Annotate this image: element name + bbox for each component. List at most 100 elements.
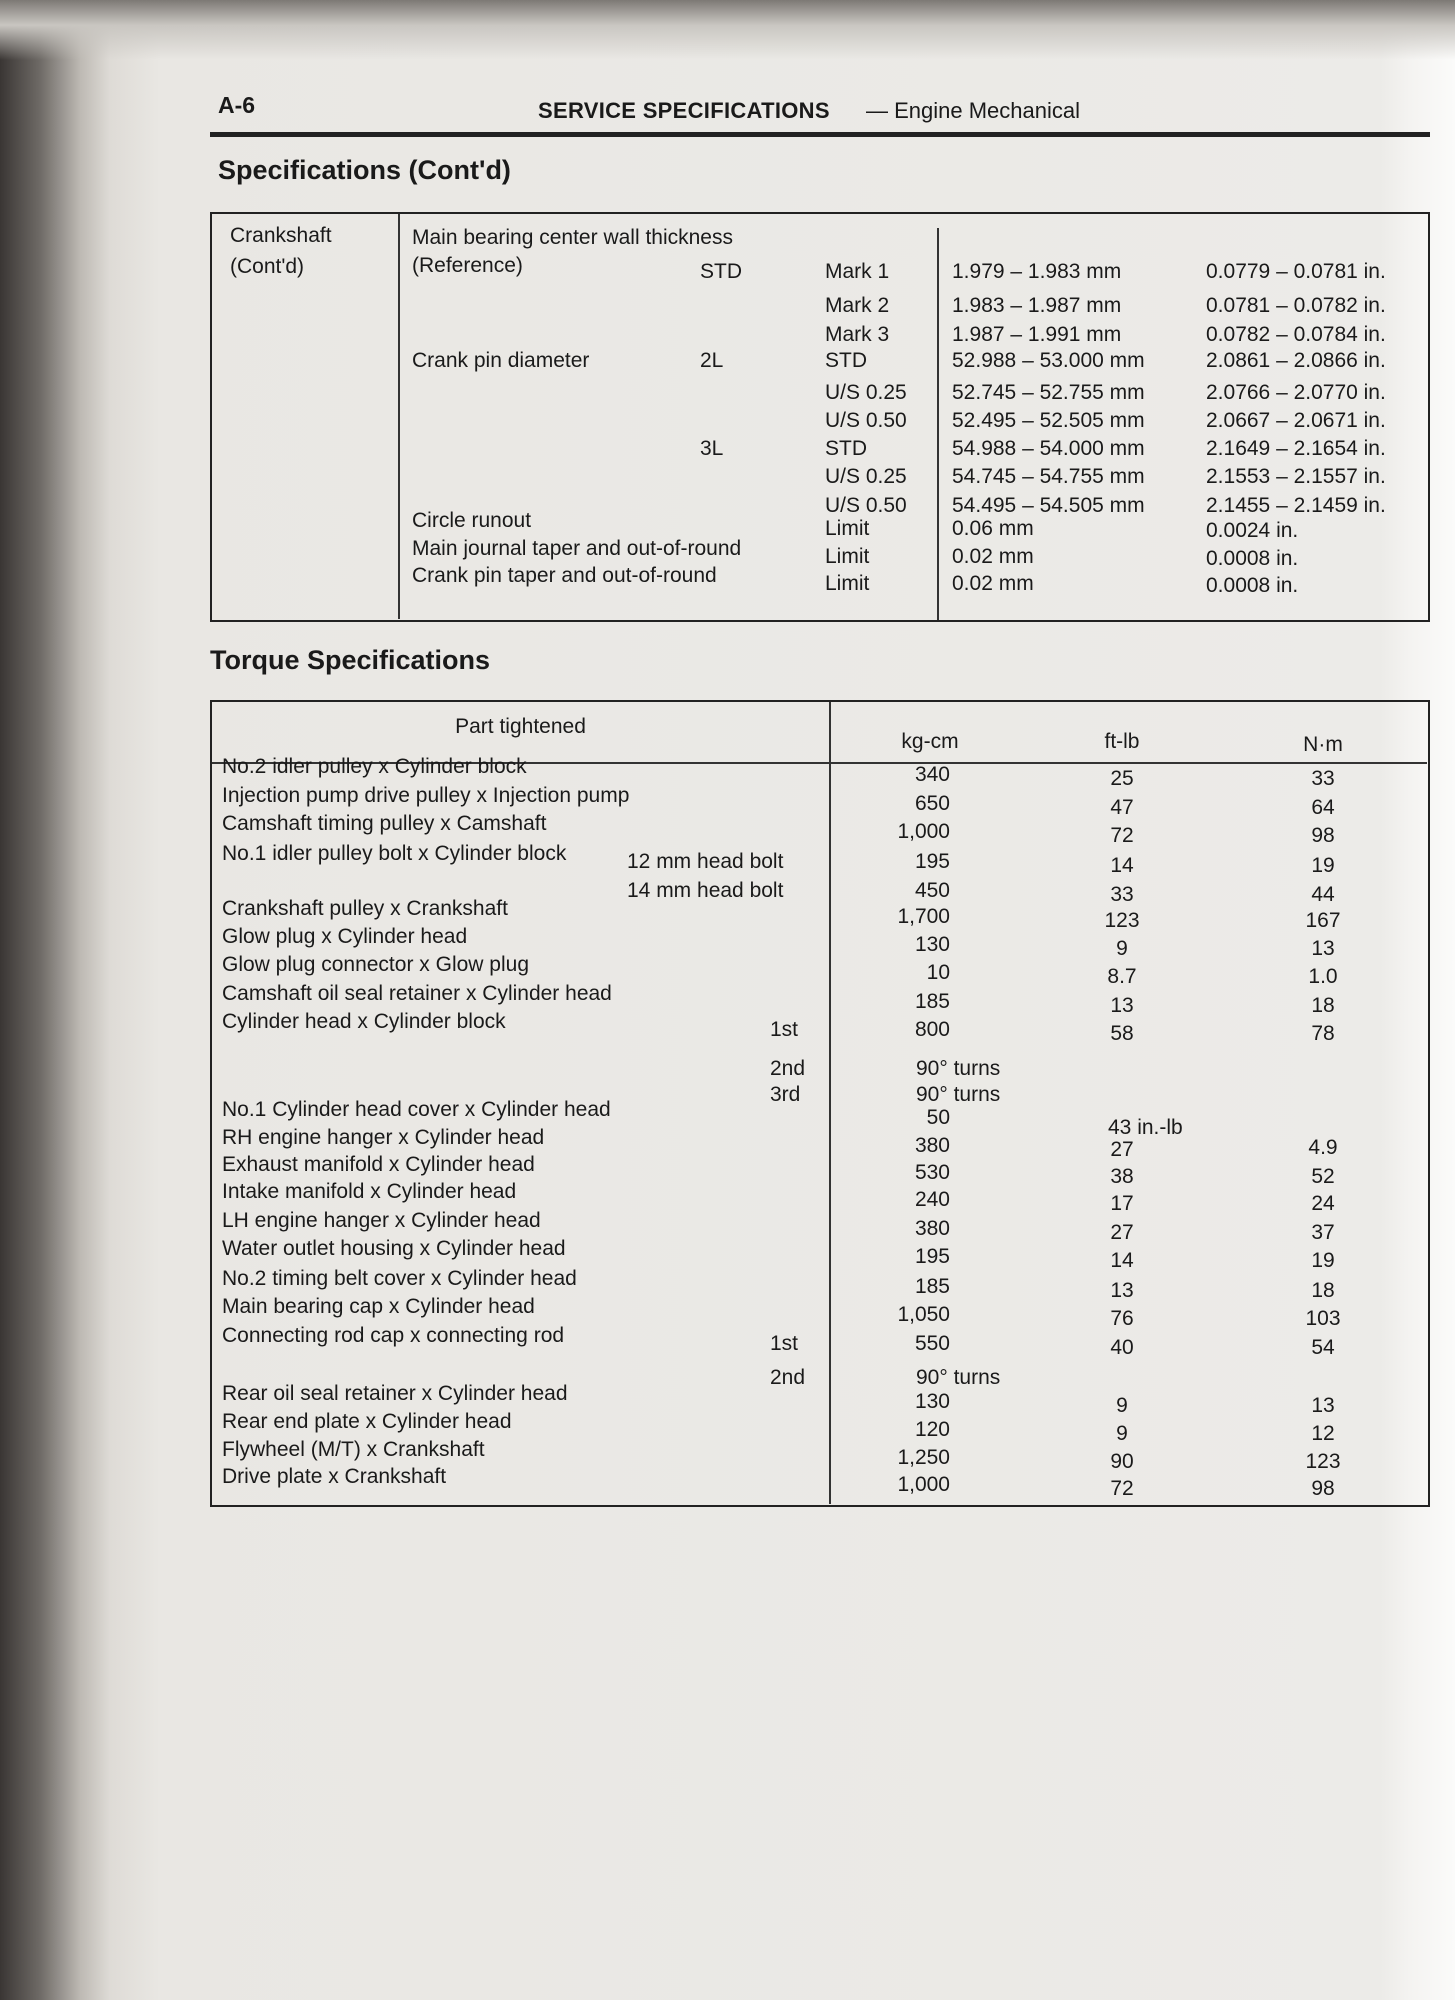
- torque-n-m: 12: [1311, 1422, 1335, 1445]
- torque-kg-cm: 800: [914, 1018, 950, 1041]
- specs-metric: 1.983 – 1.987 mm: [952, 294, 1122, 317]
- torque-condition: 1st: [770, 1018, 799, 1041]
- torque-kg-cm: 550: [914, 1332, 950, 1355]
- torque-kg-cm: 450: [914, 879, 950, 902]
- torque-kg-cm: 340: [914, 763, 950, 786]
- torque-ft-lb: 27: [1110, 1221, 1134, 1244]
- specs-item: (Reference): [412, 254, 523, 277]
- header-part-tightened: Part tightened: [455, 715, 586, 738]
- specs-group-label-2: (Cont'd): [230, 255, 305, 278]
- specs-metric: 52.988 – 53.000 mm: [952, 349, 1145, 372]
- torque-condition: 1st: [770, 1332, 799, 1355]
- torque-kg-cm: 130: [914, 1390, 950, 1413]
- torque-part: No.2 idler pulley x Cylinder block: [222, 755, 527, 778]
- torque-kg-cm: 380: [914, 1217, 950, 1240]
- torque-part: Exhaust manifold x Cylinder head: [222, 1153, 535, 1176]
- torque-n-m: 19: [1311, 1249, 1335, 1272]
- torque-n-m: 78: [1311, 1022, 1335, 1045]
- torque-ft-lb: 40: [1110, 1336, 1134, 1359]
- torque-n-m: 103: [1305, 1307, 1341, 1330]
- torque-ft-lb: 13: [1110, 994, 1134, 1017]
- torque-part: Camshaft timing pulley x Camshaft: [222, 812, 547, 835]
- specs-mark: Mark 3: [825, 323, 890, 346]
- specs-imperial: 0.0782 – 0.0784 in.: [1206, 323, 1386, 346]
- specs-imperial: 0.0024 in.: [1206, 519, 1299, 542]
- specs-metric: 0.02 mm: [952, 572, 1034, 595]
- torque-n-m: 13: [1311, 937, 1335, 960]
- specs-group-label: Crankshaft: [230, 224, 332, 247]
- torque-kg-cm: 240: [914, 1188, 950, 1211]
- scan-edge-shadow: [0, 0, 1455, 60]
- specs-metric: 54.495 – 54.505 mm: [952, 494, 1145, 517]
- torque-part: LH engine hanger x Cylinder head: [222, 1209, 541, 1232]
- torque-n-m: 167: [1305, 909, 1341, 932]
- torque-ft-lb: 9: [1116, 1394, 1128, 1417]
- specs-metric: 54.745 – 54.755 mm: [952, 465, 1145, 488]
- torque-kg-cm: 10: [926, 961, 950, 984]
- torque-kg-cm: 650: [914, 792, 950, 815]
- torque-part: Intake manifold x Cylinder head: [222, 1180, 517, 1203]
- specs-metric: 52.495 – 52.505 mm: [952, 409, 1145, 432]
- torque-n-m: 18: [1311, 994, 1335, 1017]
- torque-ft-lb: 8.7: [1107, 965, 1137, 988]
- torque-part: Glow plug connector x Glow plug: [222, 953, 529, 976]
- torque-kg-cm: 1,000: [897, 1473, 950, 1496]
- specs-imperial: 2.0766 – 2.0770 in.: [1206, 381, 1386, 404]
- torque-kg-cm: 185: [914, 990, 950, 1013]
- specs-metric: 0.06 mm: [952, 517, 1034, 540]
- specs-mark: Limit: [825, 572, 870, 595]
- specs-mark: U/S 0.50: [825, 409, 907, 432]
- torque-ft-lb: 72: [1110, 1477, 1134, 1500]
- specs-table: [210, 212, 1430, 622]
- torque-n-m: 4.9: [1308, 1136, 1338, 1159]
- specs-imperial: 2.1649 – 2.1654 in.: [1206, 437, 1386, 460]
- specs-mark: U/S 0.25: [825, 381, 907, 404]
- torque-part: No.2 timing belt cover x Cylinder head: [222, 1267, 577, 1290]
- torque-ft-lb: 9: [1116, 937, 1128, 960]
- torque-ft-lb: 14: [1110, 1249, 1134, 1272]
- torque-part: Flywheel (M/T) x Crankshaft: [222, 1438, 485, 1461]
- specs-imperial: 2.0667 – 2.0671 in.: [1206, 409, 1386, 432]
- torque-ft-lb: 25: [1110, 767, 1134, 790]
- torque-n-m: 123: [1305, 1450, 1341, 1473]
- torque-condition: 14 mm head bolt: [627, 879, 784, 902]
- page-number: A-6: [218, 92, 256, 118]
- torque-kg-cm: 1,700: [897, 905, 950, 928]
- specs-mark: Limit: [825, 517, 870, 540]
- torque-heading: Torque Specifications: [210, 645, 491, 675]
- torque-n-m: 64: [1311, 796, 1335, 819]
- torque-ft-lb: 43 in.-lb: [1108, 1116, 1183, 1139]
- torque-n-m: 1.0: [1308, 965, 1338, 988]
- specs-mark: Limit: [825, 545, 870, 568]
- specs-imperial: 0.0008 in.: [1206, 547, 1299, 570]
- torque-part: Rear end plate x Cylinder head: [222, 1410, 512, 1433]
- torque-header-rule: [212, 762, 1427, 764]
- specs-imperial: 2.1455 – 2.1459 in.: [1206, 494, 1386, 517]
- specs-imperial: 0.0008 in.: [1206, 574, 1299, 597]
- torque-kg-cm: 90° turns: [916, 1366, 1001, 1389]
- torque-ft-lb: 14: [1110, 854, 1134, 877]
- torque-part: Drive plate x Crankshaft: [222, 1465, 447, 1488]
- torque-part: Connecting rod cap x connecting rod: [222, 1324, 565, 1347]
- specs-metric: 52.745 – 52.755 mm: [952, 381, 1145, 404]
- torque-ft-lb: 9: [1116, 1422, 1128, 1445]
- torque-part: Rear oil seal retainer x Cylinder head: [222, 1382, 568, 1405]
- torque-n-m: 52: [1311, 1165, 1335, 1188]
- torque-ft-lb: 33: [1110, 883, 1134, 906]
- torque-ft-lb: 76: [1110, 1307, 1134, 1330]
- torque-condition: 2nd: [770, 1366, 806, 1389]
- torque-n-m: 37: [1311, 1221, 1335, 1244]
- torque-kg-cm: 380: [914, 1134, 950, 1157]
- specs-imperial: 0.0779 – 0.0781 in.: [1206, 260, 1386, 283]
- header-rule: [210, 132, 1430, 137]
- specs-divider-2: [937, 228, 939, 620]
- specs-item: Crank pin diameter: [412, 349, 590, 372]
- torque-part: No.1 idler pulley bolt x Cylinder block: [222, 842, 567, 865]
- torque-n-m: 33: [1311, 767, 1335, 790]
- torque-n-m: 44: [1311, 883, 1335, 906]
- torque-kg-cm: 1,250: [897, 1446, 950, 1469]
- torque-kg-cm: 1,050: [897, 1303, 950, 1326]
- torque-n-m: 13: [1311, 1394, 1335, 1417]
- specs-heading: Specifications (Cont'd): [218, 155, 511, 185]
- specs-mark: Mark 1: [825, 260, 890, 283]
